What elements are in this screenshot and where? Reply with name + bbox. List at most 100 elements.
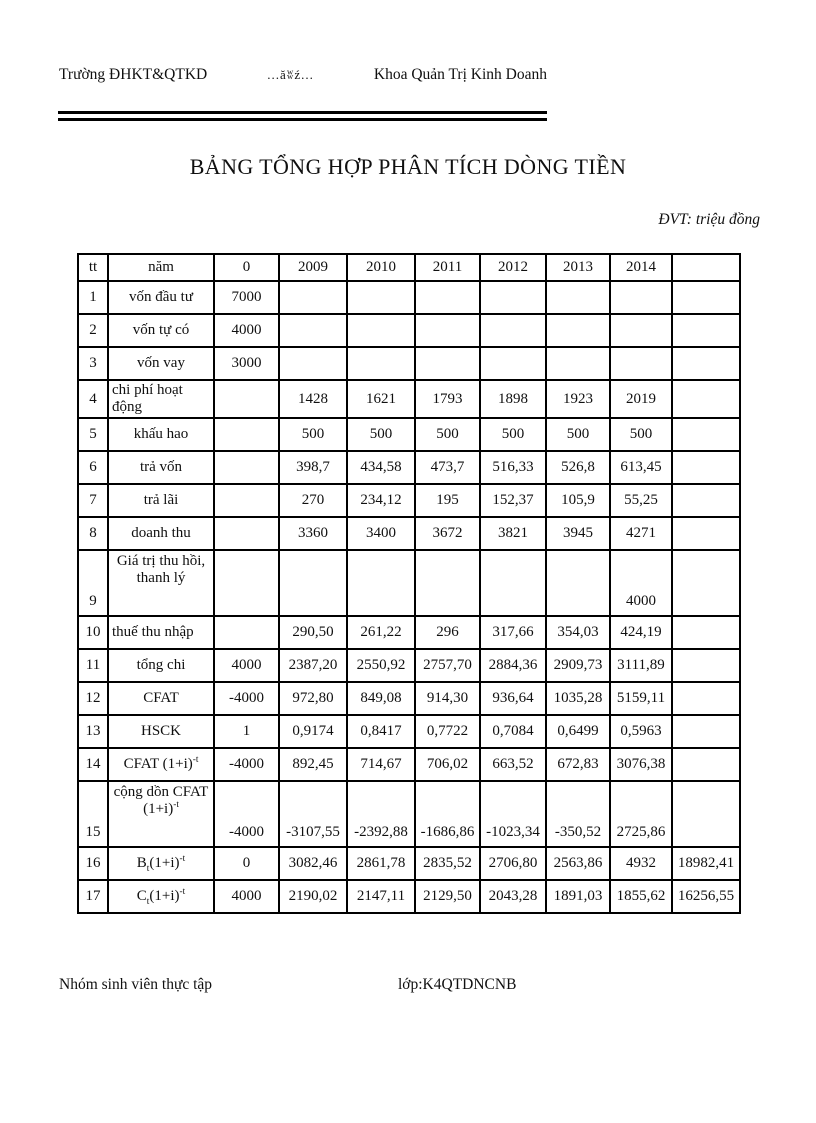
- value-cell: [671, 417, 741, 452]
- table-row: 8 doanh thu 3360 3400 3672 3821 3945 4271: [77, 516, 741, 551]
- value-cell: [609, 346, 673, 381]
- row-label-cell: CFAT (1+i)-t: [107, 747, 215, 782]
- value-cell: 1793: [414, 379, 481, 419]
- table-row: 7 trả lãi 270 234,12 195 152,37 105,9 55,25: [77, 483, 741, 518]
- value-cell: 972,80: [278, 681, 348, 716]
- value-cell: 706,02: [414, 747, 481, 782]
- value-cell: 914,30: [414, 681, 481, 716]
- column-header: 2010: [346, 253, 416, 282]
- value-cell: 2909,73: [545, 648, 611, 683]
- value-cell: 1621: [346, 379, 416, 419]
- value-cell: 3821: [479, 516, 547, 551]
- value-cell: [545, 549, 611, 617]
- row-number-cell: 16: [77, 846, 109, 881]
- value-cell: 1035,28: [545, 681, 611, 716]
- value-cell: 1891,03: [545, 879, 611, 914]
- row-number-cell: 2: [77, 313, 109, 348]
- column-header: 2014: [609, 253, 673, 282]
- row-label-cell: trả lãi: [107, 483, 215, 518]
- value-cell: 1428: [278, 379, 348, 419]
- value-cell: [671, 780, 741, 848]
- value-cell: 296: [414, 615, 481, 650]
- value-cell: [213, 516, 280, 551]
- value-cell: 2725,86: [609, 780, 673, 848]
- value-cell: 4000: [213, 879, 280, 914]
- value-cell: -1686,86: [414, 780, 481, 848]
- row-number-cell: 11: [77, 648, 109, 683]
- row-number-cell: 14: [77, 747, 109, 782]
- row-number-cell: 1: [77, 280, 109, 315]
- value-cell: 2190,02: [278, 879, 348, 914]
- table-row: 2 vốn tự có 4000: [77, 313, 741, 348]
- value-cell: 2884,36: [479, 648, 547, 683]
- row-label-cell: HSCK: [107, 714, 215, 749]
- table-row: 9 Giá trị thu hồi, thanh lý 4000: [77, 549, 741, 617]
- value-cell: [213, 549, 280, 617]
- value-cell: 4271: [609, 516, 673, 551]
- value-cell: 2147,11: [346, 879, 416, 914]
- value-cell: [671, 747, 741, 782]
- value-cell: 2043,28: [479, 879, 547, 914]
- value-cell: 317,66: [479, 615, 547, 650]
- value-cell: 1923: [545, 379, 611, 419]
- value-cell: 434,58: [346, 450, 416, 485]
- value-cell: [671, 714, 741, 749]
- value-cell: 2563,86: [545, 846, 611, 881]
- value-cell: 526,8: [545, 450, 611, 485]
- value-cell: 424,19: [609, 615, 673, 650]
- row-number-cell: 6: [77, 450, 109, 485]
- value-cell: 2835,52: [414, 846, 481, 881]
- value-cell: -2392,88: [346, 780, 416, 848]
- value-cell: 2019: [609, 379, 673, 419]
- value-cell: 3945: [545, 516, 611, 551]
- value-cell: [278, 549, 348, 617]
- value-cell: 55,25: [609, 483, 673, 518]
- value-cell: [346, 549, 416, 617]
- value-cell: 500: [479, 417, 547, 452]
- value-cell: [414, 280, 481, 315]
- value-cell: 2550,92: [346, 648, 416, 683]
- value-cell: -4000: [213, 681, 280, 716]
- value-cell: -4000: [213, 780, 280, 848]
- value-cell: [671, 648, 741, 683]
- value-cell: 270: [278, 483, 348, 518]
- table-row: 1 vốn đầu tư 7000: [77, 280, 741, 315]
- student-group-label: Nhóm sinh viên thực tập: [59, 976, 213, 993]
- value-cell: 516,33: [479, 450, 547, 485]
- value-cell: [346, 280, 416, 315]
- value-cell: [278, 280, 348, 315]
- value-cell: 663,52: [479, 747, 547, 782]
- value-cell: [278, 313, 348, 348]
- value-cell: 0: [213, 846, 280, 881]
- value-cell: 672,83: [545, 747, 611, 782]
- value-cell: [671, 450, 741, 485]
- value-cell: 3672: [414, 516, 481, 551]
- faculty-name: Khoa Quản Trị Kinh Doanh: [373, 66, 547, 83]
- row-number-cell: 7: [77, 483, 109, 518]
- value-cell: 2129,50: [414, 879, 481, 914]
- value-cell: 2861,78: [346, 846, 416, 881]
- column-header: năm: [107, 253, 215, 282]
- row-label-cell: Bt(1+i)-t: [107, 846, 215, 881]
- value-cell: [545, 280, 611, 315]
- value-cell: 0,8417: [346, 714, 416, 749]
- value-cell: 3111,89: [609, 648, 673, 683]
- column-header: 2011: [414, 253, 481, 282]
- row-number-cell: 3: [77, 346, 109, 381]
- value-cell: 105,9: [545, 483, 611, 518]
- table-row: 16 Bt(1+i)-t 0 3082,46 2861,78 2835,52 2706,80…: [77, 846, 741, 881]
- value-cell: 1: [213, 714, 280, 749]
- value-cell: [609, 280, 673, 315]
- unit-note: ĐVT: triệu đồng: [658, 211, 760, 228]
- row-label-cell: trả vốn: [107, 450, 215, 485]
- value-cell: [414, 549, 481, 617]
- value-cell: 354,03: [545, 615, 611, 650]
- row-number-cell: 9: [77, 549, 109, 617]
- value-cell: 2757,70: [414, 648, 481, 683]
- table-row: 5 khấu hao 500 500 500 500 500 500: [77, 417, 741, 452]
- value-cell: [346, 313, 416, 348]
- value-cell: 0,7722: [414, 714, 481, 749]
- value-cell: [278, 346, 348, 381]
- value-cell: [671, 313, 741, 348]
- value-cell: 5159,11: [609, 681, 673, 716]
